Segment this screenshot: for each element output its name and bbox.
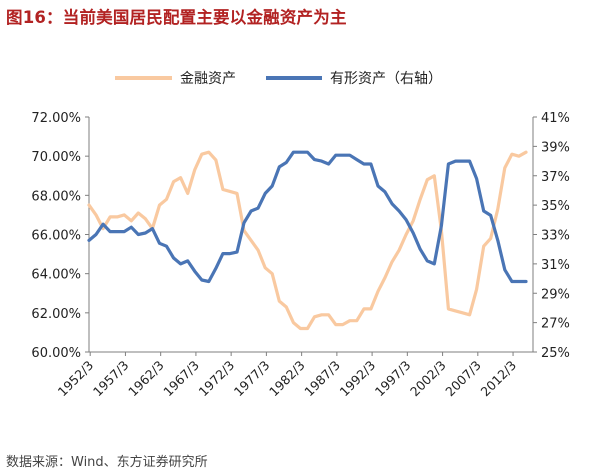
x-tick-label: 1982/3	[266, 358, 308, 400]
right-tick-label: 33%	[541, 229, 570, 244]
x-axis-ticks: 1952/31957/31962/31967/31972/31977/31982…	[55, 352, 519, 400]
legend: 金融资产 有形资产（右轴）	[115, 71, 442, 87]
x-tick-label: 1957/3	[90, 358, 132, 400]
right-tick-label: 25%	[541, 346, 570, 361]
x-tick-label: 1967/3	[160, 358, 202, 400]
x-tick-label: 1987/3	[301, 358, 343, 400]
x-tick-label: 2012/3	[477, 358, 519, 400]
left-tick-label: 72.00%	[31, 111, 81, 126]
left-tick-label: 70.00%	[31, 150, 81, 165]
left-tick-label: 60.00%	[31, 346, 81, 361]
x-tick-label: 1972/3	[196, 358, 238, 400]
x-tick-label: 2007/3	[442, 358, 484, 400]
series-layer	[87, 150, 528, 331]
x-tick-label: 2002/3	[407, 358, 449, 400]
x-tick-label: 1997/3	[372, 358, 414, 400]
x-tick-label: 1962/3	[125, 358, 167, 400]
right-tick-label: 41%	[541, 111, 570, 126]
right-axis-ticks: 25% 27% 29% 31% 33% 35% 37% 39% 41%	[533, 111, 570, 361]
right-tick-label: 35%	[541, 199, 570, 214]
right-tick-label: 29%	[541, 287, 570, 302]
left-tick-label: 62.00%	[31, 307, 81, 322]
left-tick-label: 66.00%	[31, 229, 81, 244]
source-note: 数据来源：Wind、东方证券研究所	[6, 455, 208, 470]
figure-title: 图16：当前美国居民配置主要以金融资产为主	[6, 8, 347, 27]
x-tick-label: 1977/3	[231, 358, 273, 400]
x-tick-label: 1992/3	[337, 358, 379, 400]
left-tick-label: 68.00%	[31, 189, 81, 204]
right-tick-label: 39%	[541, 140, 570, 155]
right-tick-label: 27%	[541, 317, 570, 332]
right-tick-label: 37%	[541, 170, 570, 185]
series-line-financial	[87, 150, 528, 331]
left-tick-label: 64.00%	[31, 268, 81, 283]
series-line-tangible	[87, 150, 528, 284]
left-axis-ticks: 60.00% 62.00% 64.00% 66.00% 68.00% 70.00% 72.0…	[31, 111, 89, 361]
x-tick-label: 1952/3	[55, 358, 97, 400]
right-tick-label: 31%	[541, 258, 570, 273]
legend-label-tangible: 有形资产（右轴）	[330, 71, 442, 87]
legend-label-financial: 金融资产	[180, 71, 236, 87]
